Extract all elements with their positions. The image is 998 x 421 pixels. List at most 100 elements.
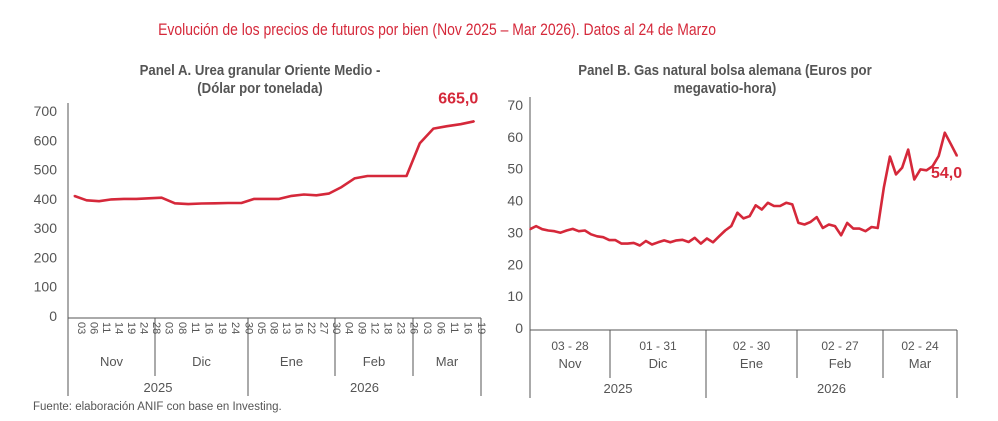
source-note: Fuente: elaboración ANIF con base en Inv… [33,401,282,413]
panel-b-data-point [901,166,903,169]
panel-b-month-label: Feb [829,356,851,371]
panel-a-y-tick-label: 700 [34,103,58,119]
panel-b-data-point [712,241,714,244]
panel-a-x-tick-label: 11 [189,322,201,333]
panel-a-y-tick-label: 100 [34,279,58,295]
panel-b-last-value-label: 54,0 [931,165,962,182]
panel-a-x-tick-label: 16 [462,322,474,334]
panel-b-data-point [693,237,696,239]
panel-b-data-point [651,243,653,246]
panel-a-data-point [147,197,150,200]
panel-b-data-point [834,225,836,227]
panel-a-x-tick-label: 23 [395,322,407,334]
panel-a-data-point [98,200,100,202]
panel-b-data-point [937,155,940,157]
panel-b-y-tick-label: 70 [507,97,523,113]
panel-b-data-point [815,216,818,218]
panel-b-data-point [797,222,800,224]
panel-b-data-point [675,239,678,242]
panel-a-data-point [227,202,229,204]
panel-b-data-point [876,227,879,229]
panel-a-x-tick-label: 19 [475,322,487,334]
panel-a-x-tick-label: 03 [75,322,87,334]
panel-a-month-label: Dic [192,354,211,369]
panel-a-data-point [278,198,280,200]
panel-a-x-tick-label: 24 [137,322,149,334]
panel-b-data-point [852,227,855,230]
panel-b-data-point [883,187,885,189]
panel-a-data-point [432,127,435,130]
panel-b-data-point [590,233,592,236]
panel-a-title-line1: Panel A. Urea granular Oriente Medio - [139,62,381,79]
panel-b-data-point [754,204,757,207]
panel-a-x-tick-label: 06 [88,322,100,334]
panel-a-data-point [473,120,476,123]
panel-b-data-point [779,205,781,207]
panel-a-data-point [303,193,305,196]
panel-a-data-point [405,175,408,177]
panel-b-data-point [614,239,617,241]
panel-a-x-tick-label: 04 [343,322,355,334]
panel-b-data-point [584,229,586,232]
panel-b-data-point [620,242,623,245]
panel-b-y-tick-label: 10 [507,288,523,304]
panel-a-x-tick-label: 28 [150,322,162,334]
panel-a-y-tick-label: 0 [49,308,57,324]
panel-b-data-point [632,242,635,244]
panel-a-x-tick-label: 05 [255,322,267,334]
panel-a-data-point [187,203,190,205]
panel-b-data-point [791,203,794,206]
panel-b-data-point [907,148,909,151]
panel-a-data-point [327,192,330,195]
panel-a-data-point [315,194,318,197]
panel-b-data-point [578,230,580,232]
panel-a-x-tick-label: 03 [421,322,433,334]
panel-b-data-point [858,227,861,230]
panel-b-data-point [626,242,629,245]
panel-b-data-point [681,238,684,241]
panel-a-x-tick-label: 24 [229,322,241,334]
panel-a-last-value-label: 665,0 [438,90,478,107]
panel-b-title-line2: megavatio-hora) [673,80,777,97]
panel-a-x-tick-label: 16 [203,322,215,334]
panel-a-y-tick-label: 300 [34,220,58,236]
panel-b-data-point [925,169,928,172]
panel-a-x-tick-label: 13 [280,322,292,334]
panel-a-data-point [85,199,88,202]
panel-b-data-point [565,229,568,232]
panel-a-x-tick-label: 06 [434,322,446,334]
panel-b-year-label: 2025 [604,381,633,396]
panel-b-month-label: Ene [740,356,763,371]
panel-b-range-label: 01 - 31 [639,339,677,353]
panel-a-x-tick-label: 27 [317,322,329,334]
panel-b-month-label: Dic [649,356,668,371]
panel-b-data-point [730,225,733,227]
panel-b-data-point [931,165,934,167]
panel-a-x-tick-label: 30 [330,322,342,334]
panel-a-data-point [379,175,382,177]
panel-b-y-tick-label: 60 [507,129,523,145]
panel-b-data-point [639,244,641,247]
panel-b-data-point [571,228,574,230]
panel-b-range-label: 02 - 30 [733,339,771,353]
panel-b-year-label: 2026 [817,381,846,396]
panel-a-x-tick-label: 11 [448,322,460,333]
panel-a-data-point [340,186,343,188]
panel-b-month-label: Nov [558,356,582,371]
panel-b-y-tick-label: 30 [507,224,523,240]
panel-b-data-point [724,229,726,232]
panel-a-x-tick-label: 08 [176,322,188,334]
panel-b-data-point [657,241,659,244]
panel-a-x-tick-label: 18 [382,322,394,334]
panel-a-y-tick-label: 600 [34,132,58,148]
panel-a-data-point [392,175,395,177]
panel-b-y-tick-label: 0 [515,320,523,336]
panel-a-x-tick-label: 22 [305,322,317,334]
panel-a-data-point [290,195,293,197]
panel-b-data-point [803,223,806,226]
panel-b-y-tick-label: 50 [507,161,523,177]
panel-a-data-point [366,175,369,177]
panel-b-data-point [828,223,830,226]
panel-b-data-point [596,235,598,238]
